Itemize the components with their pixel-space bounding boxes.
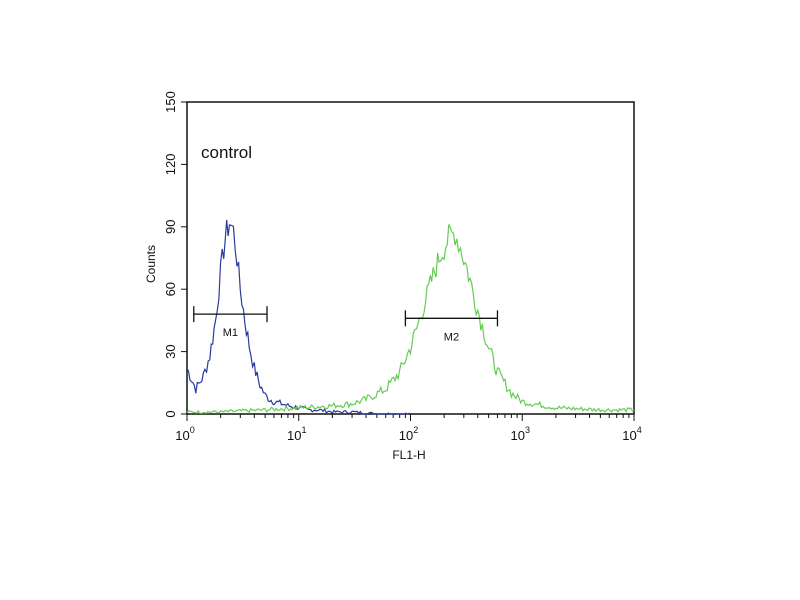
marker-m2-label: M2: [444, 331, 459, 343]
y-tick-label: 0: [163, 410, 178, 417]
series-2-curve: [186, 224, 635, 415]
plot-axes: [186, 101, 635, 415]
x-axis-title: FL1-H: [392, 448, 425, 462]
x-tick-label: 101: [287, 425, 306, 443]
x-tick-label: 100: [175, 425, 194, 443]
y-tick-label: 30: [163, 344, 178, 358]
marker-m1-label: M1: [223, 327, 238, 339]
x-tick-label: 104: [622, 425, 641, 443]
gate-markers: M1 M2: [193, 306, 499, 343]
y-tick-label: 150: [163, 91, 178, 113]
control-annotation: control: [201, 143, 252, 162]
x-tick-label: 103: [511, 425, 530, 443]
y-tick-label: 120: [163, 154, 178, 176]
axis-ticks: 0 30 60 90 120 150 100 101 102 103 104: [163, 91, 642, 443]
y-tick-label: 60: [163, 282, 178, 296]
series-layer: [186, 219, 635, 415]
x-tick-label: 102: [399, 425, 418, 443]
y-tick-label: 90: [163, 220, 178, 234]
series-1-curve: [186, 219, 411, 415]
y-axis-title: Counts: [144, 245, 158, 283]
plot-frame: [186, 101, 635, 415]
